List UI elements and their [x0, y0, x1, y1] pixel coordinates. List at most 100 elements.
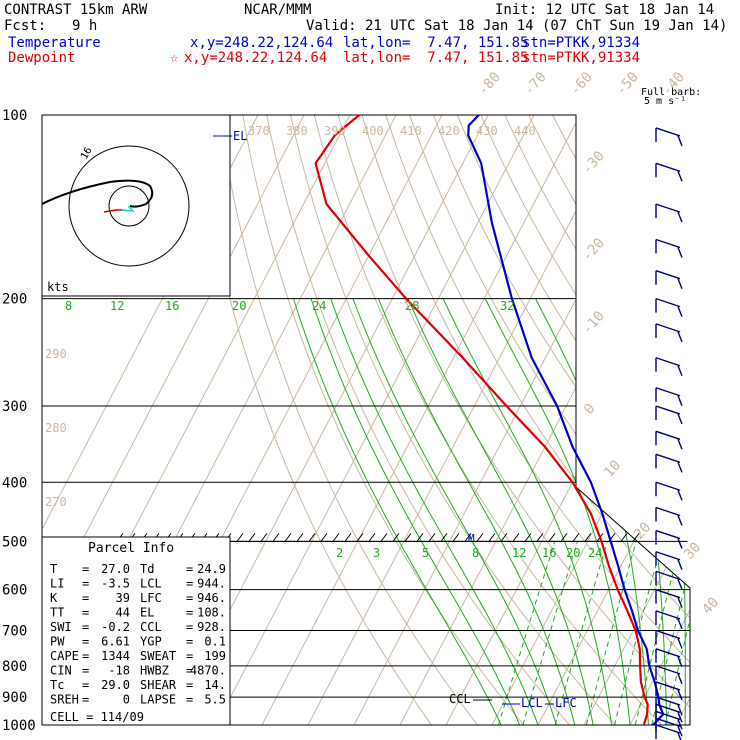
dry-adiabat-label: 430 — [476, 124, 498, 138]
parcel-value: 44 — [116, 606, 130, 620]
barb-flag — [677, 306, 683, 317]
moist-adiabat-label: 32 — [500, 299, 514, 313]
dry-adiabat — [385, 115, 690, 725]
parcel-key: SWI — [50, 620, 72, 634]
star-icon: ☆ — [170, 50, 179, 66]
barb-flag — [677, 413, 683, 425]
mixing-ratio-label: 16 — [542, 546, 556, 560]
barb-flag — [677, 278, 683, 289]
mixing-ratio-label: 5 — [422, 546, 429, 560]
barb-shaft — [655, 570, 681, 581]
parcel-value: 27.0 — [101, 562, 130, 576]
mixing-ratio-line — [554, 541, 608, 725]
temperature-xy: x,y=248.22,124.64 — [190, 35, 334, 51]
dry-adiabat — [313, 115, 662, 725]
barb-shaft — [655, 629, 681, 640]
isotherm-line — [261, 115, 581, 725]
mixing-ratio-label: 2 — [336, 546, 343, 560]
barb-flag — [677, 538, 683, 549]
hatch-mark — [272, 533, 280, 542]
parcel-key: LI — [50, 577, 64, 591]
isotherm-label: 30 — [681, 539, 704, 562]
barb-shaft — [655, 387, 681, 397]
mixing-ratio-line — [634, 541, 682, 725]
hodograph-box — [41, 114, 231, 297]
barb-shaft — [655, 270, 681, 280]
hatch-mark — [620, 533, 628, 542]
parcel-info-box: Parcel Info T = 27.0 Td = 24.9 LI = -3.5 LCL = 944. K… — [41, 536, 231, 726]
barb-shaft — [655, 710, 681, 721]
barb-shaft — [655, 703, 681, 714]
parcel-value: 4870. — [190, 664, 226, 678]
parcel-key: HWBZ — [140, 664, 169, 678]
dewpoint-stn: stn=PTKK,91334 — [522, 50, 641, 66]
parcel-eq: = — [82, 693, 89, 707]
isotherm-label: 10 — [601, 457, 624, 480]
dry-adiabat — [242, 115, 524, 725]
moist-adiabat-label: 12 — [110, 299, 124, 313]
lcl-label: LCL — [521, 696, 543, 710]
barb-flag — [677, 704, 683, 716]
barb-shaft — [655, 665, 681, 675]
parcel-eq: = — [186, 562, 193, 576]
barb-shaft — [655, 681, 681, 691]
parcel-value: 946. — [197, 591, 226, 605]
hodograph-ring — [68, 145, 190, 267]
hatch-mark — [380, 533, 388, 542]
hodograph-ring-label: 16 — [79, 146, 95, 162]
barb-shaft — [655, 610, 681, 620]
dry-adiabat — [218, 115, 478, 725]
barb-shaft — [655, 481, 681, 491]
mixing-ratio-label: 12 — [512, 546, 526, 560]
temperature-latlon: lat,lon= 7.47, 151.85 — [343, 35, 529, 51]
barb-shaft — [655, 717, 681, 727]
isotherm-label: -50 — [613, 69, 642, 99]
moist-adiabat — [407, 298, 594, 725]
dry-adiabat — [432, 115, 690, 725]
barb-flag — [677, 395, 683, 407]
parcel-key: SWEAT — [140, 649, 176, 663]
parcel-value: 944. — [197, 577, 226, 591]
dry-adiabat-label: 270 — [45, 495, 67, 509]
isotherm-label: 0 — [581, 401, 599, 418]
parcel-key: T — [50, 562, 57, 576]
barb-flag — [677, 618, 683, 630]
dry-adiabat — [552, 115, 690, 725]
parcel-value: 39 — [116, 591, 130, 605]
hatch-mark — [500, 533, 508, 542]
barb-flag — [677, 579, 683, 590]
barb-shaft — [655, 529, 681, 540]
parcel-value: 199 — [204, 649, 226, 663]
init-time: Init: 12 UTC Sat 18 Jan 14 — [495, 2, 715, 18]
parcel-key: Td — [140, 562, 154, 576]
parcel-eq: = — [82, 635, 89, 649]
barb-flag — [677, 171, 683, 182]
parcel-eq: = — [82, 664, 89, 678]
dry-adiabat — [528, 115, 690, 725]
moist-adiabat-label: 20 — [232, 299, 246, 313]
moist-adiabat — [377, 298, 576, 725]
barb-flag — [677, 331, 683, 343]
hatch-mark — [284, 533, 292, 542]
hatch-mark — [536, 533, 544, 542]
parcel-value: 928. — [197, 620, 226, 634]
barb-shaft — [655, 589, 681, 599]
agency-label: NCAR/MMM — [244, 2, 312, 18]
hatch-mark — [440, 533, 448, 542]
hatch-mark — [344, 533, 352, 542]
parcel-eq: = — [186, 606, 193, 620]
hatch-mark — [356, 533, 364, 542]
hatch-mark — [320, 533, 328, 542]
hatch-mark — [512, 533, 520, 542]
dry-adiabat-label: 380 — [286, 124, 308, 138]
barb-flag — [677, 673, 683, 685]
parcel-box — [41, 536, 231, 726]
pressure-tick-label: 700 — [2, 624, 27, 640]
parcel-value: -18 — [108, 664, 130, 678]
isotherm-line — [215, 115, 535, 725]
parcel-eq: = — [82, 620, 89, 634]
moist-adiabat-label: 28 — [405, 299, 419, 313]
dewpoint-latlon: lat,lon= 7.47, 151.85 — [343, 50, 529, 66]
parcel-key: CAPE — [50, 649, 79, 663]
hatch-mark — [632, 533, 640, 542]
